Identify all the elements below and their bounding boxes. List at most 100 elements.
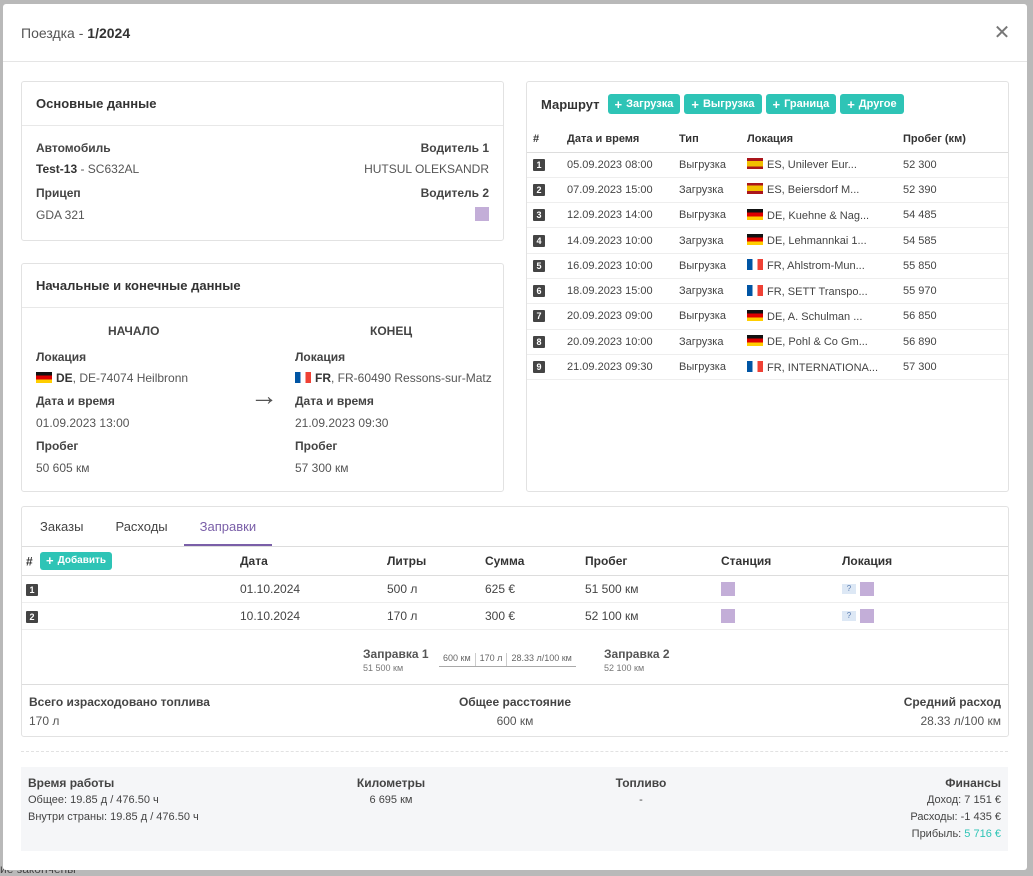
add-loading-button[interactable]: + Загрузка [607, 94, 681, 114]
add-border-label: Граница [784, 98, 830, 110]
fuel-row[interactable]: 2 10.10.2024 170 л 300 €52 100 км? [22, 602, 1008, 630]
route-row-location: DE, Lehmannkai 1... [741, 227, 897, 254]
segment-rate: 28.33 л/100 км [511, 653, 572, 663]
route-card: Маршрут + Загрузка + Выгрузка + Граница + Др… [526, 81, 1009, 492]
route-row-datetime: 20.09.2023 09:00 [561, 303, 673, 330]
route-row[interactable]: 1 05.09.2023 08:00 Выгрузка ES, Unilever Eu… [527, 152, 1008, 178]
end-mileage-label: Пробег [295, 439, 338, 453]
close-icon[interactable]: ✕ [993, 22, 1011, 44]
basic-data-title: Основные данные [22, 82, 503, 126]
add-refuel-button[interactable]: + Добавить [40, 551, 113, 570]
route-row[interactable]: 8 20.09.2023 10:00 Загрузка DE, Pohl & Co G… [527, 329, 1008, 355]
row-number-badge: 4 [533, 234, 545, 247]
route-row-mileage: 55 850 [897, 253, 1008, 279]
location-placeholder [860, 581, 874, 596]
start-end-card: Начальные и конечные данные НАЧАЛО КОНЕЦ… [21, 263, 504, 492]
modal-title: Поездка - 1/2024 [21, 25, 130, 41]
route-row-location: FR, Ahlstrom-Mun... [741, 253, 897, 279]
route-row-location: DE, Kuehne & Nag... [741, 202, 897, 229]
driver2-placeholder [475, 207, 489, 221]
route-row-datetime: 05.09.2023 08:00 [561, 152, 673, 178]
fuel-row-station [717, 575, 838, 603]
add-other-label: Другое [858, 98, 897, 110]
tab-refueling[interactable]: Заправки [183, 507, 273, 546]
fuel-col-location: Локация [838, 547, 1008, 576]
station-placeholder [721, 581, 735, 596]
trailer-value[interactable]: GDA 321 [36, 208, 85, 222]
work-time-label: Время работы [28, 776, 115, 790]
profit-line: Прибыль: 5 716 € [912, 828, 1001, 840]
de-flag-icon [747, 234, 763, 246]
route-row-location-text: FR, Ahlstrom-Mun... [767, 260, 865, 273]
income-value: Доход: 7 151 € [926, 794, 1001, 806]
add-other-button[interactable]: + Другое [840, 94, 904, 114]
basic-data-card: Основные данные Автомобиль Водитель 1 Te… [21, 81, 504, 241]
route-row[interactable]: 7 20.09.2023 09:00 Выгрузка DE, A. Schulman… [527, 303, 1008, 330]
car-plate: - SC632AL [77, 162, 140, 176]
route-row-type: Выгрузка [673, 303, 741, 330]
fuel-col-mileage: Пробег [581, 547, 717, 576]
plus-icon: + [614, 96, 623, 112]
route-row-type: Выгрузка [673, 253, 741, 279]
end-mileage-value: 57 300 км [295, 461, 349, 475]
tab-expenses[interactable]: Расходы [115, 519, 168, 534]
fuel-col-sum: Сумма [481, 547, 581, 576]
fuel-row-station [717, 602, 838, 630]
plus-icon: + [691, 96, 699, 112]
plus-icon: + [46, 553, 54, 569]
driver1-value[interactable]: HUTSUL OLEKSANDR [364, 162, 489, 176]
add-border-button[interactable]: + Граница [765, 94, 837, 114]
es-flag-icon [747, 183, 763, 195]
summary-bar: Время работы Общее: 19.85 д / 476.50 ч В… [21, 767, 1008, 851]
segment-to-km: 52 100 км [604, 663, 645, 673]
end-heading: КОНЕЦ [370, 324, 413, 338]
segment-liters: 170 л [476, 653, 508, 666]
de-flag-icon [747, 309, 763, 321]
row-number-badge: 9 [533, 361, 545, 374]
summary-divider [21, 751, 1008, 752]
route-row[interactable]: 2 07.09.2023 15:00 Загрузка ES, Beiersdorf … [527, 177, 1008, 204]
route-row[interactable]: 3 12.09.2023 14:00 Выгрузка DE, Kuehne & Na… [527, 202, 1008, 229]
end-country: FR [315, 371, 331, 385]
route-row-location: DE, Pohl & Co Gm... [741, 329, 897, 355]
fuel-row-liters: 500 л [383, 575, 481, 603]
avg-consumption-value: 28.33 л/100 км [920, 714, 1001, 728]
work-time-domestic: Внутри страны: 19.85 д / 476.50 ч [28, 811, 199, 823]
route-row[interactable]: 5 16.09.2023 10:00 Выгрузка FR, Ahlstrom-Mu… [527, 253, 1008, 279]
route-row[interactable]: 6 18.09.2023 15:00 Загрузка FR, SETT Transp… [527, 278, 1008, 305]
start-country: DE [56, 371, 73, 385]
route-row-mileage: 56 850 [897, 303, 1008, 330]
start-location-value: DE, DE-74074 Heilbronn [36, 371, 188, 385]
refuel-segment: Заправка 1 51 500 км 600 км 170 л 28.33 … [22, 623, 1008, 685]
fuel-table: # + Добавить Дата Литры Сумма Пробег Стан… [22, 547, 1008, 630]
trip-modal: Поездка - 1/2024 ✕ Основные данные Автом… [3, 4, 1027, 870]
expenses-value: Расходы: -1 435 € [910, 811, 1001, 823]
route-row-type: Выгрузка [673, 152, 741, 178]
tabs-card: Заказы Расходы Заправки # + Добавить Дата… [21, 506, 1009, 737]
segment-from-km: 51 500 км [363, 663, 404, 673]
route-col-number: # [527, 126, 561, 153]
fuel-row[interactable]: 1 01.10.2024 500 л 625 €51 500 км? [22, 575, 1008, 603]
finance-label: Финансы [945, 776, 1001, 790]
row-number-badge: 2 [26, 610, 38, 623]
route-row-number: 1 [527, 152, 561, 178]
add-unloading-button[interactable]: + Выгрузка [684, 94, 762, 114]
route-row-mileage: 52 390 [897, 177, 1008, 204]
fuel-summary-label: Топливо [615, 776, 667, 790]
row-number-badge: 7 [533, 310, 545, 323]
route-col-type: Тип [673, 126, 741, 153]
end-location-label: Локация [295, 350, 346, 364]
fuel-row-date: 10.10.2024 [236, 602, 383, 630]
row-number-badge: 5 [533, 259, 545, 272]
fuel-col-liters: Литры [383, 547, 481, 576]
plus-icon: + [772, 96, 781, 112]
fuel-row-liters: 170 л [383, 602, 481, 630]
profit-label: Прибыль: [911, 828, 965, 840]
total-fuel-label: Всего израсходовано топлива [29, 695, 210, 709]
route-row[interactable]: 4 14.09.2023 10:00 Загрузка DE, Lehmannkai … [527, 227, 1008, 254]
route-row[interactable]: 9 21.09.2023 09:30 Выгрузка FR, INTERNATION… [527, 354, 1008, 381]
route-row-location: ES, Unilever Eur... [741, 152, 897, 178]
car-value[interactable]: Test-13 - SC632AL [36, 162, 139, 176]
fuel-header-row: # + Добавить Дата Литры Сумма Пробег Стан… [22, 547, 1008, 576]
tab-orders[interactable]: Заказы [40, 519, 84, 534]
